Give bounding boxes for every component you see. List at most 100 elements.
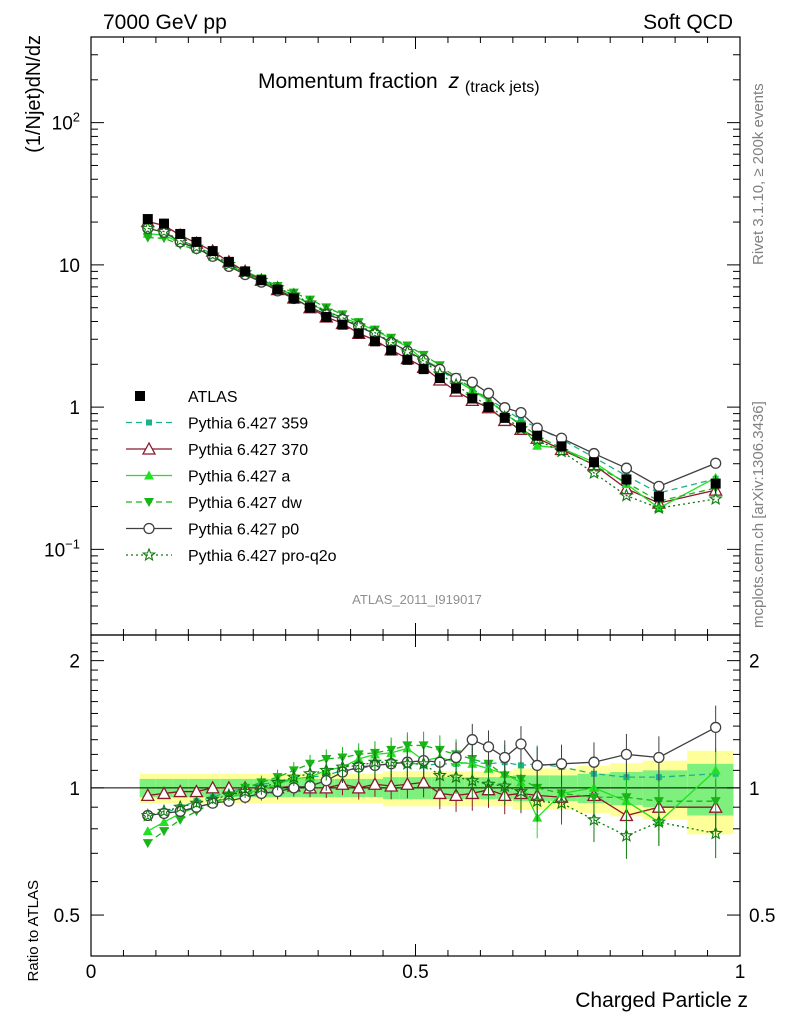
legend-label: Pythia 6.427 a [188,469,290,486]
series-point [481,776,496,791]
atlas-point [402,354,413,365]
series-point [621,793,632,803]
series-point [710,765,721,775]
legend-entry: Pythia 6.427 359 [126,416,308,433]
atlas-point [483,402,494,413]
atlas-point [207,246,218,257]
series-point [205,791,220,806]
series-point [482,387,495,399]
atlas-point [532,430,543,441]
series-point [400,776,415,790]
series-point [384,754,399,769]
series-point [416,756,431,770]
series-point [588,756,600,768]
legend-label: Pythia 6.427 p0 [188,522,299,539]
series-point [432,786,447,800]
series-point [335,759,350,774]
side-label-bottom: mcplots.cern.ch [arXiv:1306.3436] [750,401,767,628]
series-point [254,780,269,794]
series-point [466,734,478,746]
series-point [286,769,301,784]
axes-frame: 0 0.5 1 10−1 1 10 102 0.5 0.5 1 1 2 2 [44,36,775,983]
ratio-y-axis-label: Ratio to ATLAS [25,880,42,981]
series-line-main [147,236,716,502]
side-label-top: Rivet 3.1.10, ≥ 200k events [750,83,767,265]
atlas-point [369,336,380,347]
legend-label: ATLAS [188,389,238,406]
series-point [321,755,332,765]
series-point [708,491,723,506]
series-point [710,721,722,734]
series-point [173,784,188,798]
series-point [175,815,186,825]
series-point [450,751,462,764]
series-group [142,233,721,849]
series-layer [140,214,723,859]
series-point [588,793,599,803]
y-axis-label: (1/Njet)dN/dz [23,35,45,153]
series-point [513,784,529,798]
series-point [156,786,172,800]
series-point [517,416,524,423]
series-point [710,797,721,807]
series-point [619,828,634,842]
series-point [384,778,399,792]
atlas-point [305,302,316,313]
series-point [156,223,172,238]
series-point [156,803,172,818]
legend-entry: Pythia 6.427 p0 [126,522,299,539]
atlas-point [175,228,186,239]
x-tick-label: 1 [735,962,746,983]
legend-entry: ATLAS [135,389,238,406]
series-point [140,787,155,801]
series-point [302,766,318,780]
series-point [499,751,511,764]
series-point [321,303,332,313]
series-point [159,827,170,837]
series-point [400,756,415,770]
atlas-point [272,284,283,295]
ratio-y-tick-label-right: 0.5 [749,906,775,927]
series-point [416,353,431,368]
series-point [651,500,667,515]
legend-label: Pythia 6.427 359 [188,416,308,433]
main-title: Momentum fraction z (track jets) [258,70,540,96]
analysis-id: ATLAS_2011_I919017 [352,592,482,607]
legend-entry: Pythia 6.427 a [126,469,290,486]
series-point [367,325,383,339]
series-point [418,741,429,751]
ratio-y-tick-label: 2 [69,652,80,673]
atlas-point [159,218,170,229]
series-point [402,741,413,751]
main-title-symbol: z [448,70,460,93]
series-point [237,784,253,798]
series-point [335,776,350,790]
series-point [467,755,478,765]
legend-marker [144,470,154,480]
series-point [448,769,464,784]
ratio-y-tick-label: 1 [69,779,80,800]
series-point [555,758,568,770]
atlas-points [142,214,721,504]
atlas-point [256,275,267,286]
atlas-point [223,256,234,267]
series-point [351,757,366,772]
series-point [142,826,153,836]
atlas-point [288,293,299,304]
atlas-point [710,478,721,489]
atlas-point [653,491,664,502]
header-right: Soft QCD [643,11,733,34]
series-point [532,440,543,450]
legend-label: Pythia 6.427 pro-q2o [188,548,337,565]
series-point [142,839,153,849]
series-point [351,780,366,794]
legend-marker [135,391,145,401]
series-point [305,759,316,769]
series-point [554,795,569,810]
series-point [159,817,170,827]
ratio-y-tick-label-right: 1 [749,779,760,800]
atlas-point [499,412,510,423]
main-title-text: Momentum fraction [258,70,438,93]
series-point [319,762,334,777]
y-tick-label: 102 [52,110,80,135]
